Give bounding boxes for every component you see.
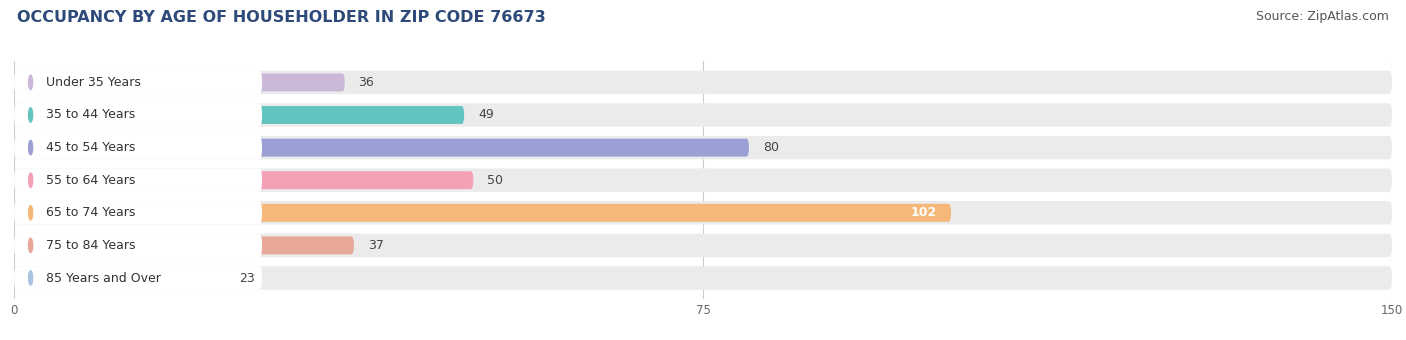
FancyBboxPatch shape [14,266,1392,290]
FancyBboxPatch shape [14,106,464,124]
FancyBboxPatch shape [14,269,225,287]
FancyBboxPatch shape [14,136,262,159]
FancyBboxPatch shape [14,103,1392,127]
Circle shape [28,271,32,285]
Text: 35 to 44 Years: 35 to 44 Years [46,108,135,121]
Circle shape [28,173,32,187]
Text: 80: 80 [762,141,779,154]
Circle shape [28,140,32,155]
FancyBboxPatch shape [14,73,344,91]
FancyBboxPatch shape [14,103,262,127]
Text: 45 to 54 Years: 45 to 54 Years [46,141,135,154]
Text: 85 Years and Over: 85 Years and Over [46,272,162,285]
Text: 55 to 64 Years: 55 to 64 Years [46,174,135,187]
Text: 49: 49 [478,108,494,121]
Text: 36: 36 [359,76,374,89]
FancyBboxPatch shape [14,234,262,257]
FancyBboxPatch shape [14,71,262,94]
FancyBboxPatch shape [14,71,1392,94]
FancyBboxPatch shape [14,266,262,290]
FancyBboxPatch shape [14,204,950,222]
Text: Source: ZipAtlas.com: Source: ZipAtlas.com [1256,10,1389,23]
FancyBboxPatch shape [14,236,354,254]
FancyBboxPatch shape [14,168,262,192]
Text: 75 to 84 Years: 75 to 84 Years [46,239,136,252]
Text: 50: 50 [486,174,503,187]
Circle shape [28,108,32,122]
Text: 102: 102 [911,206,938,219]
Text: 23: 23 [239,272,254,285]
FancyBboxPatch shape [14,201,262,224]
Circle shape [28,75,32,89]
FancyBboxPatch shape [14,201,1392,224]
Text: 65 to 74 Years: 65 to 74 Years [46,206,135,219]
Text: OCCUPANCY BY AGE OF HOUSEHOLDER IN ZIP CODE 76673: OCCUPANCY BY AGE OF HOUSEHOLDER IN ZIP C… [17,10,546,25]
Circle shape [28,238,32,253]
Text: 37: 37 [368,239,384,252]
Circle shape [28,206,32,220]
FancyBboxPatch shape [14,234,1392,257]
FancyBboxPatch shape [14,139,749,156]
FancyBboxPatch shape [14,171,474,189]
FancyBboxPatch shape [14,168,1392,192]
Text: Under 35 Years: Under 35 Years [46,76,141,89]
FancyBboxPatch shape [14,136,1392,159]
